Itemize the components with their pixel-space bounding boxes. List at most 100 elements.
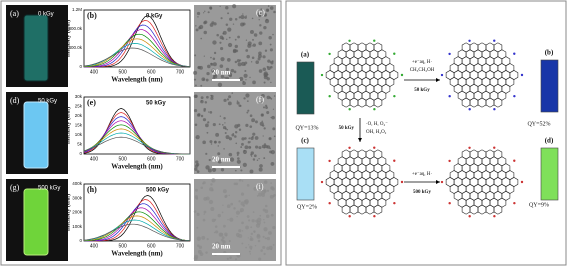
solvent: CH₃CH₂OH bbox=[410, 68, 435, 73]
curve bbox=[83, 47, 191, 68]
tem-particle bbox=[202, 181, 206, 185]
tem-particle bbox=[265, 214, 270, 218]
tem-particle bbox=[242, 81, 246, 86]
tem-particle bbox=[218, 140, 221, 144]
tem-particle bbox=[257, 54, 262, 59]
tem-particle bbox=[243, 200, 246, 203]
functional-group bbox=[400, 73, 404, 77]
tem-particle bbox=[250, 232, 253, 235]
tem-particle bbox=[258, 167, 263, 172]
tem-particle bbox=[210, 183, 213, 186]
tem-particle bbox=[244, 137, 247, 140]
functional-group bbox=[448, 52, 451, 56]
y-tick-label: 100k bbox=[72, 224, 83, 229]
functional-group bbox=[440, 73, 444, 77]
tem-particle bbox=[241, 137, 245, 141]
tem-particle bbox=[272, 226, 276, 230]
tem-particle bbox=[234, 60, 238, 64]
tem-particle bbox=[234, 44, 239, 49]
tem-particle bbox=[221, 236, 225, 240]
tem-particle bbox=[198, 245, 203, 249]
x-tick-label: 700 bbox=[176, 243, 185, 249]
functional-group bbox=[448, 201, 451, 205]
tem-particle bbox=[249, 245, 253, 249]
functional-group bbox=[373, 108, 376, 111]
tem-particle bbox=[201, 235, 206, 240]
y-tick-label: 1.2M bbox=[72, 7, 82, 12]
right-frame bbox=[285, 0, 567, 266]
tem-particle bbox=[225, 194, 228, 198]
tem-particle bbox=[200, 96, 204, 100]
tem-particle bbox=[210, 94, 214, 98]
x-tick-label: 400 bbox=[90, 69, 99, 75]
tem-particle bbox=[257, 12, 262, 17]
tem-particle bbox=[221, 124, 224, 126]
tem-particle bbox=[196, 170, 200, 174]
curve bbox=[83, 33, 191, 68]
tem-particle bbox=[212, 62, 217, 67]
y-tick-label: 400k bbox=[72, 181, 83, 186]
plot-dose: 0 kGy bbox=[146, 14, 163, 20]
qy-label: QY=13% bbox=[295, 125, 318, 131]
y-tick-label: 300k bbox=[72, 195, 83, 200]
tem-particle bbox=[257, 57, 261, 61]
tem-particle bbox=[222, 189, 227, 194]
tem-particle bbox=[245, 93, 250, 98]
tem-particle bbox=[267, 5, 270, 7]
tem-particle bbox=[227, 12, 230, 15]
tem-particle bbox=[271, 115, 275, 120]
tem-particle bbox=[272, 33, 274, 36]
tem-particle bbox=[258, 69, 263, 73]
tem-particle bbox=[251, 155, 253, 157]
curve bbox=[84, 24, 191, 68]
tem-particle bbox=[235, 210, 241, 215]
scale-label: 20 nm bbox=[212, 69, 231, 77]
tem-particle bbox=[251, 219, 255, 223]
panel-label: (c) bbox=[301, 137, 309, 145]
tem-particle bbox=[238, 234, 243, 238]
tem-particle bbox=[242, 13, 244, 15]
tem-particle bbox=[217, 152, 221, 156]
x-axis-title: Wavelength (nm) bbox=[111, 250, 163, 258]
tem-particle bbox=[218, 123, 221, 126]
tem-particle bbox=[269, 96, 272, 99]
tem-particle bbox=[228, 194, 230, 197]
tem-particle bbox=[222, 243, 225, 247]
x-tick-label: 600 bbox=[147, 156, 156, 162]
tem-particle bbox=[266, 110, 270, 115]
tem-particle bbox=[220, 46, 224, 51]
tem-particle bbox=[220, 238, 224, 242]
functional-group bbox=[328, 159, 331, 163]
tem-particle bbox=[265, 237, 267, 240]
tem-particle bbox=[246, 215, 250, 218]
tem-particle bbox=[236, 101, 240, 105]
tem-particle bbox=[196, 236, 201, 241]
tem-particle bbox=[195, 135, 200, 140]
tem-particle bbox=[249, 29, 254, 34]
tem-particle bbox=[263, 189, 267, 193]
graphene-flake bbox=[320, 39, 404, 111]
tem-particle bbox=[267, 66, 271, 71]
dose-label: 50 kGy bbox=[38, 99, 57, 105]
tem-particle bbox=[262, 67, 267, 72]
tem-particle bbox=[240, 210, 243, 213]
tem-particle bbox=[194, 195, 199, 199]
tem-particle bbox=[264, 14, 267, 17]
tem-particle bbox=[207, 64, 211, 69]
tem-particle bbox=[257, 239, 261, 243]
tem-particle bbox=[223, 117, 226, 120]
curve bbox=[83, 211, 191, 242]
tem-particle bbox=[263, 25, 267, 30]
tem-particle bbox=[224, 127, 227, 130]
tem-particle bbox=[207, 11, 210, 14]
tem-particle bbox=[265, 106, 268, 109]
tem-particle bbox=[237, 235, 239, 238]
tem-particle bbox=[228, 74, 232, 78]
tem-particle bbox=[238, 200, 241, 203]
tem-particle bbox=[249, 114, 253, 117]
tem-particle bbox=[227, 42, 233, 48]
tem-particle bbox=[224, 131, 227, 134]
tem-particle bbox=[266, 189, 270, 192]
tem-particle bbox=[200, 186, 204, 190]
